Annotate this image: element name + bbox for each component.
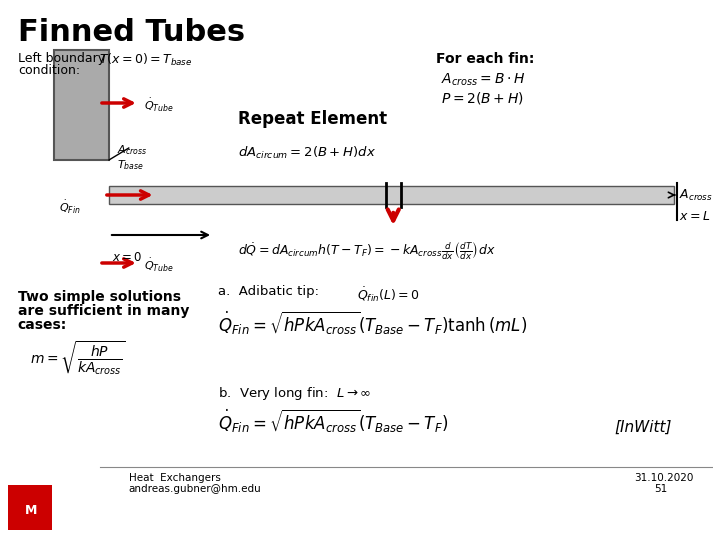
Text: $\dot{Q}_{fin}(L)=0$: $\dot{Q}_{fin}(L)=0$ — [356, 285, 419, 303]
Text: $m=\sqrt{\dfrac{hP}{kA_{cross}}}$: $m=\sqrt{\dfrac{hP}{kA_{cross}}}$ — [30, 340, 125, 377]
Text: Finned Tubes: Finned Tubes — [18, 18, 245, 47]
Text: $T(x=0)=T_{base}$: $T(x=0)=T_{base}$ — [99, 52, 192, 68]
Text: are sufficient in many: are sufficient in many — [18, 304, 189, 318]
Text: $A_{cross}=B \cdot H$: $A_{cross}=B \cdot H$ — [441, 72, 526, 89]
Text: $\dot{Q}_{Tube}$: $\dot{Q}_{Tube}$ — [143, 257, 174, 274]
Text: b.  Very long fin:  $L\rightarrow\infty$: b. Very long fin: $L\rightarrow\infty$ — [218, 385, 372, 402]
Text: 31.10.2020: 31.10.2020 — [634, 473, 693, 483]
Text: 51: 51 — [654, 484, 667, 494]
Bar — [55, 50, 109, 160]
Text: Two simple solutions: Two simple solutions — [18, 290, 181, 304]
Text: $A_{cross}$: $A_{cross}$ — [678, 188, 713, 203]
Text: Heat  Exchangers: Heat Exchangers — [129, 473, 220, 483]
Text: M: M — [24, 503, 37, 516]
Text: cases:: cases: — [18, 318, 67, 332]
Text: $T_{base}$: $T_{base}$ — [117, 158, 144, 172]
Text: [InWitt]: [InWitt] — [614, 420, 672, 435]
Text: a.  Adibatic tip:: a. Adibatic tip: — [218, 285, 319, 298]
Text: $\dot{Q}_{Fin}=\sqrt{hPkA_{cross}}\left(T_{Base}-T_F\right)\tanh\left(mL\right)$: $\dot{Q}_{Fin}=\sqrt{hPkA_{cross}}\left(… — [218, 310, 527, 337]
Text: $d\dot{Q}=dA_{circum}h\left(T-T_F\right)=-kA_{cross}\frac{d}{dx}\left(\frac{dT}{: $d\dot{Q}=dA_{circum}h\left(T-T_F\right)… — [238, 240, 495, 262]
Text: $P=2\left(B+H\right)$: $P=2\left(B+H\right)$ — [441, 90, 523, 106]
Text: For each fin:: For each fin: — [436, 52, 534, 66]
Text: condition:: condition: — [18, 64, 80, 77]
Text: $x=L$: $x=L$ — [678, 210, 710, 223]
Text: $dA_{circum}=2\left(B+H\right)dx$: $dA_{circum}=2\left(B+H\right)dx$ — [238, 145, 376, 161]
Text: $\dot{Q}_{Fin}=\sqrt{hPkA_{cross}}\left(T_{Base}-T_F\right)$: $\dot{Q}_{Fin}=\sqrt{hPkA_{cross}}\left(… — [218, 408, 449, 435]
Bar — [109, 186, 674, 204]
Bar — [8, 485, 53, 530]
Text: $A_{cross}$: $A_{cross}$ — [117, 143, 148, 157]
Text: Repeat Element: Repeat Element — [238, 110, 387, 128]
Text: andreas.gubner@hm.edu: andreas.gubner@hm.edu — [129, 484, 261, 494]
Text: $\dot{Q}_{Fin}$: $\dot{Q}_{Fin}$ — [60, 199, 81, 216]
Text: $x=0$: $x=0$ — [112, 251, 143, 264]
Text: Left boundary: Left boundary — [18, 52, 105, 65]
Text: $\dot{Q}_{Tube}$: $\dot{Q}_{Tube}$ — [143, 97, 174, 114]
